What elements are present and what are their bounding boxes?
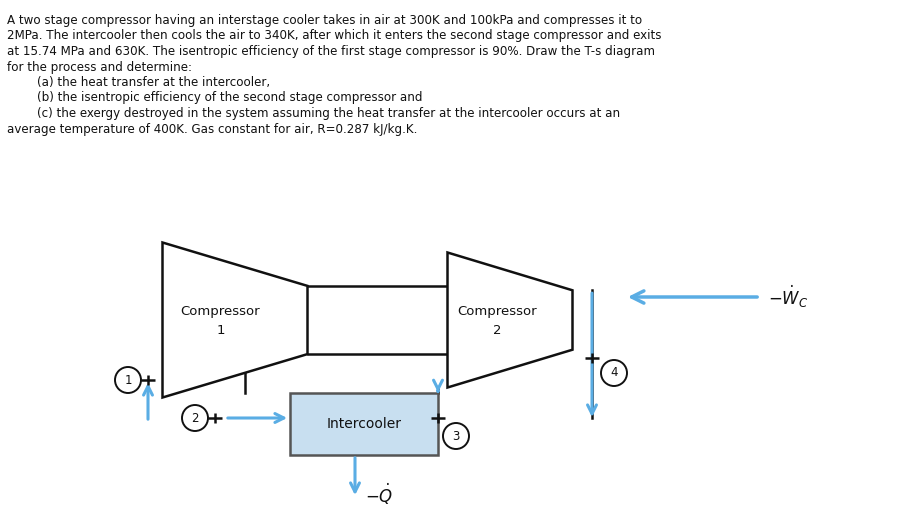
Polygon shape <box>447 252 572 387</box>
Text: (b) the isentropic efficiency of the second stage compressor and: (b) the isentropic efficiency of the sec… <box>7 92 423 105</box>
Text: Intercooler: Intercooler <box>326 417 402 431</box>
Text: 2: 2 <box>493 324 502 337</box>
Text: 3: 3 <box>453 429 460 442</box>
Bar <box>290 393 438 455</box>
Text: 2: 2 <box>191 411 199 424</box>
Text: 1: 1 <box>216 324 225 337</box>
Text: $-\dot{Q}$: $-\dot{Q}$ <box>365 481 394 507</box>
Text: average temperature of 400K. Gas constant for air, R=0.287 kJ/kg.K.: average temperature of 400K. Gas constan… <box>7 122 417 136</box>
Text: 4: 4 <box>610 367 618 380</box>
Text: $-\dot{W}_C$: $-\dot{W}_C$ <box>768 284 809 310</box>
Circle shape <box>182 405 208 431</box>
Text: Compressor: Compressor <box>180 306 261 319</box>
Text: for the process and determine:: for the process and determine: <box>7 61 192 74</box>
Text: (c) the exergy destroyed in the system assuming the heat transfer at the interco: (c) the exergy destroyed in the system a… <box>7 107 620 120</box>
Text: at 15.74 MPa and 630K. The isentropic efficiency of the first stage compressor i: at 15.74 MPa and 630K. The isentropic ef… <box>7 45 655 58</box>
Circle shape <box>443 423 469 449</box>
Text: Compressor: Compressor <box>457 306 537 319</box>
Circle shape <box>601 360 627 386</box>
Text: 2MPa. The intercooler then cools the air to 340K, after which it enters the seco: 2MPa. The intercooler then cools the air… <box>7 30 661 42</box>
Polygon shape <box>162 242 308 397</box>
Circle shape <box>115 367 141 393</box>
Text: (a) the heat transfer at the intercooler,: (a) the heat transfer at the intercooler… <box>7 76 271 89</box>
Text: 1: 1 <box>124 373 132 386</box>
Text: A two stage compressor having an interstage cooler takes in air at 300K and 100k: A two stage compressor having an interst… <box>7 14 642 27</box>
